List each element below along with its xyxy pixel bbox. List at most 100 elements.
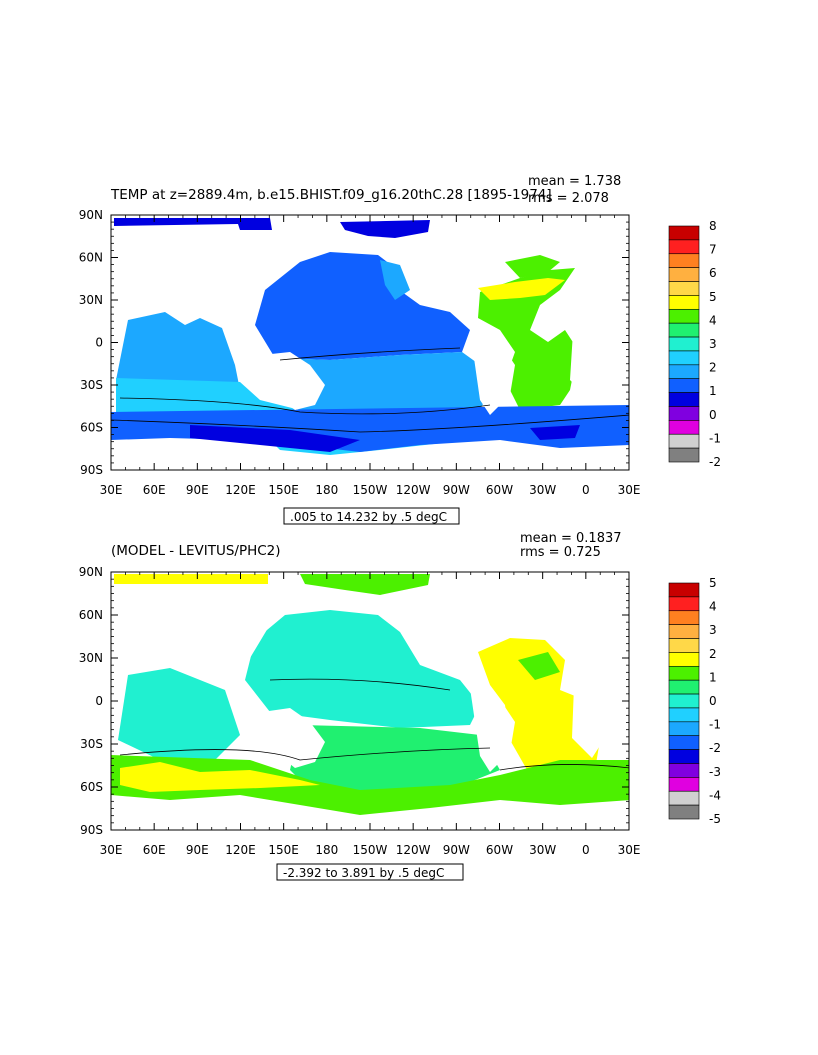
lat-tick-label: 0 (95, 694, 103, 708)
lon-tick-label: 60W (486, 483, 513, 497)
colorbar-label: 3 (709, 623, 717, 637)
colorbar-label: -1 (709, 431, 721, 445)
lon-tick-label: 150E (268, 843, 299, 857)
lon-tick-label: 90E (186, 843, 209, 857)
colorbar-swatch (668, 350, 700, 366)
arctic-anomaly (114, 574, 268, 584)
colorbar-label: 1 (709, 384, 717, 398)
panel-1-range: .005 to 14.232 by .5 degC (290, 510, 447, 524)
weddell-sea (530, 425, 580, 440)
arctic-anomaly-east (300, 574, 430, 595)
south-pacific-anomaly (290, 725, 500, 805)
atlantic-subpolar (505, 255, 560, 278)
colorbar-label: 0 (709, 694, 717, 708)
land-australia (262, 352, 325, 410)
lon-tick-label: 120W (396, 483, 431, 497)
colorbar-swatch (668, 679, 700, 695)
colorbar-label: -1 (709, 718, 721, 732)
indian-anomaly (118, 668, 240, 760)
lon-tick-label: 150W (353, 843, 388, 857)
pacific-north (255, 252, 470, 360)
colorbar-swatch (668, 225, 700, 241)
colorbar-swatch (668, 322, 700, 338)
colorbar-swatch (668, 433, 700, 449)
panel-2-colorbar: 5 4 3 2 1 0 -1 -2 -3 -4 -5 (668, 576, 721, 826)
lon-tick-label: 0 (582, 483, 590, 497)
lon-tick-label: 30E (618, 843, 641, 857)
lon-tick-label: 120E (225, 483, 256, 497)
indian-south (116, 378, 300, 420)
colorbar-swatch (668, 336, 700, 352)
panel-1: mean = 1.738 TEMP at z=2889.4m, b.e15.BH… (79, 174, 721, 525)
land-africa (572, 660, 620, 758)
lat-tick-label: 90N (79, 208, 103, 222)
lon-tick-label: 30E (100, 483, 123, 497)
southern-ocean-anomaly (111, 755, 629, 815)
colorbar-label: -5 (709, 812, 721, 826)
colorbar-label: 3 (709, 337, 717, 351)
colorbar-swatch (668, 749, 700, 764)
colorbar-swatch (668, 267, 700, 282)
colorbar-swatch (668, 447, 700, 463)
panel-2-mean: mean = 0.1837 (520, 531, 622, 546)
colorbar-swatch (668, 378, 700, 393)
colorbar-label: 5 (709, 576, 717, 590)
colorbar-swatch (668, 308, 700, 324)
lon-tick-label: 30E (618, 483, 641, 497)
panel-2-range-box (276, 863, 464, 881)
southern-warm-band (120, 762, 320, 792)
colorbar-label: 1 (709, 670, 717, 684)
colorbar-swatch (668, 610, 700, 625)
colorbar-swatch (668, 253, 700, 268)
antarctic-margin (190, 425, 360, 452)
colorbar-swatch (668, 624, 700, 639)
atlantic-anomaly (478, 638, 600, 780)
land-asia (195, 592, 268, 668)
land-africa (570, 300, 620, 400)
lon-tick-label: 0 (582, 843, 590, 857)
land-north-america (405, 592, 480, 662)
colorbar-label: -3 (709, 765, 721, 779)
lon-tick-label: 60E (143, 843, 166, 857)
colorbar-swatch (668, 582, 700, 598)
southern-ocean (111, 405, 629, 452)
panel-2-map (111, 572, 629, 830)
contour-line (269, 678, 451, 691)
lon-tick-label: 30E (100, 843, 123, 857)
atlantic-green-patch (518, 652, 560, 680)
atlantic-north-warm (478, 278, 565, 300)
lat-tick-label: 30N (79, 651, 103, 665)
colorbar-label: 0 (709, 408, 717, 422)
panel-1-title: TEMP at z=2889.4m, b.e15.BHIST.f09_g16.2… (110, 187, 552, 203)
lon-tick-label: 60W (486, 843, 513, 857)
colorbar-swatch (668, 665, 700, 681)
arctic-ocean (114, 218, 272, 230)
colorbar-swatch (668, 707, 700, 723)
lat-tick-label: 60S (80, 780, 103, 794)
colorbar-swatch (668, 420, 700, 435)
colorbar-swatch (668, 790, 700, 806)
atlantic-north (478, 268, 578, 410)
lon-tick-label: 120E (225, 843, 256, 857)
colorbar-swatch (668, 364, 700, 380)
lon-tick-label: 90W (443, 843, 470, 857)
contour-line (111, 414, 629, 433)
panel-2-axes: 90N 60N 30N 0 30S 60S 90S 30E 60E 90E 120E 150E 180 1… (79, 565, 641, 857)
colorbar-swatch (668, 735, 700, 750)
lat-tick-label: 30S (80, 737, 103, 751)
lat-tick-label: 90S (80, 463, 103, 477)
lon-tick-label: 120W (396, 843, 431, 857)
panel-1-map (111, 215, 629, 470)
lat-tick-label: 60S (80, 421, 103, 435)
colorbar-swatch (668, 804, 700, 820)
colorbar-label: 5 (709, 290, 717, 304)
contour-line (499, 764, 629, 771)
lon-tick-label: 60E (143, 483, 166, 497)
colorbar-swatch (668, 295, 700, 310)
land-asia (195, 235, 270, 310)
arctic-ocean-east (340, 220, 430, 238)
panel-2-title: (MODEL - LEVITUS/PHC2) (111, 543, 281, 559)
pacific-central-anomaly (270, 680, 440, 712)
panel-1-axes: 90N 60N 30N 0 30S 60S 90S 30E 60E 90E 120E 150E 180 1… (79, 208, 641, 497)
